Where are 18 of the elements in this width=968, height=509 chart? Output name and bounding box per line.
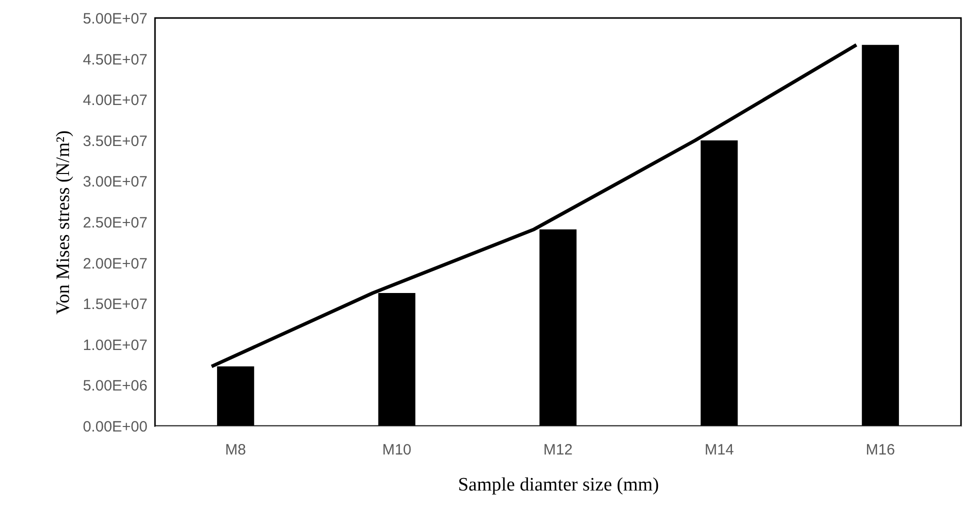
y-tick-label: 1.50E+07 [82, 296, 148, 314]
y-tick-label: 4.50E+07 [82, 51, 148, 68]
y-tick-label: 2.00E+07 [82, 255, 148, 272]
x-tick-label: M12 [543, 442, 573, 458]
y-tick-label: 0.00E+00 [82, 418, 148, 436]
y-tick-label: 3.00E+07 [82, 174, 148, 191]
y-tick-label: 1.00E+07 [82, 336, 148, 354]
y-axis-title: Von Mises stress (N/m²) [52, 130, 74, 315]
y-tick-label: 5.00E+07 [82, 10, 148, 28]
y-tick-label: 5.00E+06 [82, 378, 148, 395]
x-axis-title: Sample diamter size (mm) [458, 474, 660, 496]
x-tick-label: M16 [866, 442, 895, 458]
x-tick-label: M14 [704, 442, 734, 458]
x-tick-label: M8 [225, 442, 246, 458]
y-tick-label: 4.00E+07 [82, 92, 148, 110]
y-tick-label: 3.50E+07 [82, 132, 148, 150]
y-tick-label: 2.50E+07 [82, 214, 148, 232]
x-tick-label: M10 [382, 442, 412, 458]
